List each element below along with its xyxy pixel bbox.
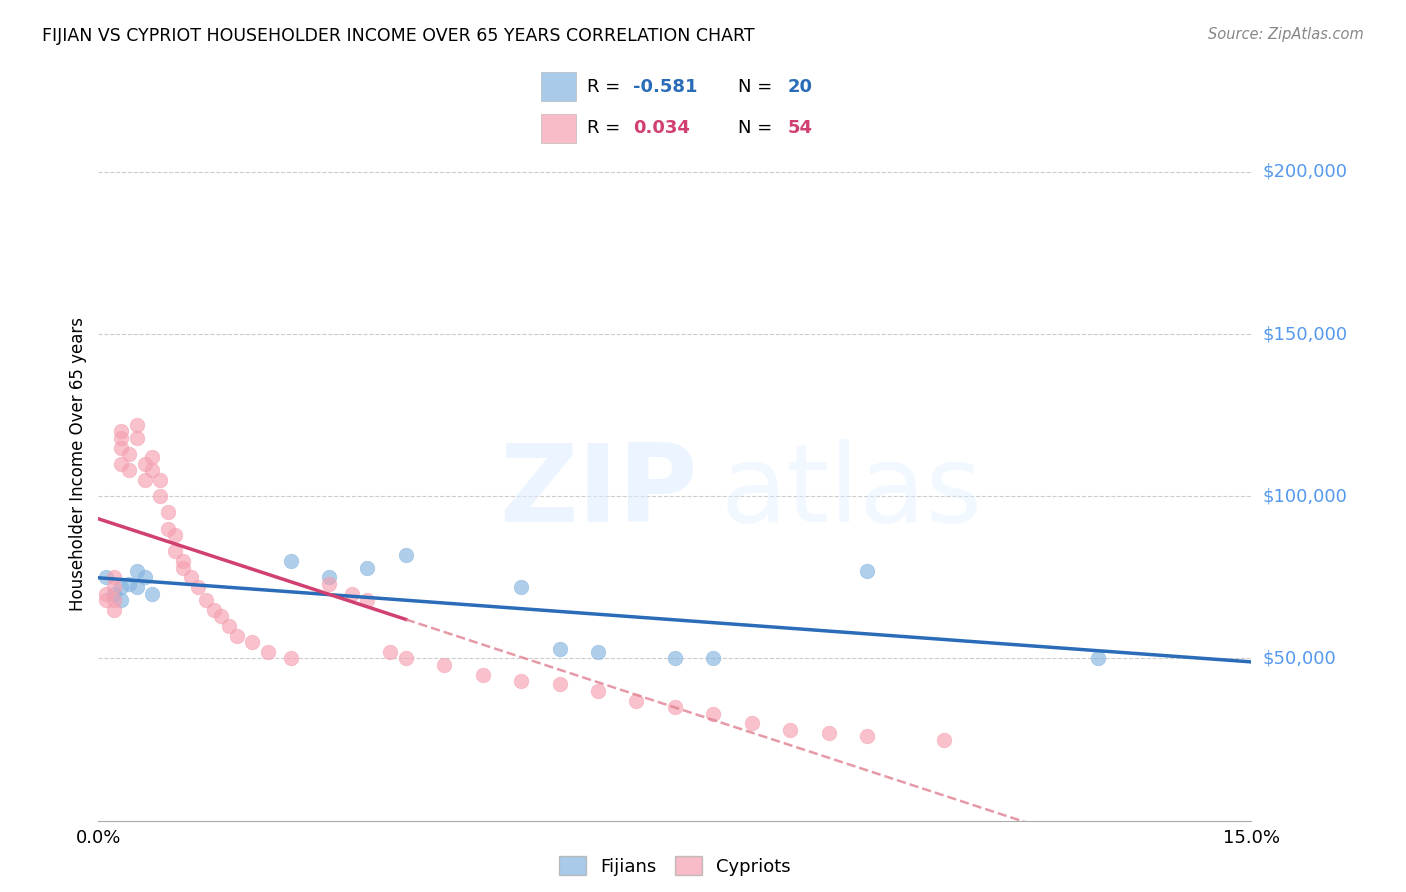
Text: -0.581: -0.581: [633, 78, 697, 95]
Point: [125, 417, 148, 432]
Point: [664, 700, 686, 714]
Text: FIJIAN VS CYPRIOT HOUSEHOLDER INCOME OVER 65 YEARS CORRELATION CHART: FIJIAN VS CYPRIOT HOUSEHOLDER INCOME OVE…: [42, 27, 755, 45]
Point: [94, 570, 117, 584]
Point: [165, 528, 187, 542]
Point: [856, 729, 879, 743]
Point: [165, 544, 187, 558]
Point: [218, 619, 240, 633]
Point: [149, 473, 172, 487]
Point: [510, 674, 533, 689]
Point: [110, 425, 132, 439]
Point: [187, 580, 209, 594]
Text: N =: N =: [738, 120, 778, 137]
Point: [356, 593, 378, 607]
Point: [340, 586, 363, 600]
Text: N =: N =: [738, 78, 778, 95]
Text: $50,000: $50,000: [1263, 649, 1336, 667]
Point: [110, 580, 132, 594]
Point: [779, 723, 801, 737]
Point: [94, 593, 117, 607]
Point: [110, 441, 132, 455]
Bar: [541, 114, 576, 143]
Point: [586, 645, 609, 659]
Text: atlas: atlas: [721, 440, 983, 545]
Point: [256, 645, 278, 659]
Point: [318, 570, 340, 584]
Text: 20: 20: [787, 78, 813, 95]
Point: [510, 580, 533, 594]
Point: [118, 577, 141, 591]
Point: [240, 635, 263, 649]
Point: [103, 603, 125, 617]
Point: [932, 732, 955, 747]
Point: [395, 651, 418, 665]
Point: [149, 489, 172, 503]
Point: [125, 580, 148, 594]
Point: [225, 629, 247, 643]
Text: Source: ZipAtlas.com: Source: ZipAtlas.com: [1208, 27, 1364, 42]
Point: [180, 570, 202, 584]
Point: [395, 548, 418, 562]
Point: [280, 554, 302, 568]
Point: [110, 431, 132, 445]
Point: [172, 554, 194, 568]
Point: [195, 593, 218, 607]
Text: ZIP: ZIP: [499, 440, 697, 545]
Point: [118, 447, 141, 461]
Point: [741, 716, 763, 731]
Point: [356, 560, 378, 574]
Point: [702, 651, 724, 665]
Point: [110, 593, 132, 607]
Point: [103, 586, 125, 600]
Point: [1087, 651, 1109, 665]
Point: [280, 651, 302, 665]
Point: [548, 641, 571, 656]
Point: [318, 577, 340, 591]
Point: [471, 667, 494, 681]
Point: [134, 457, 156, 471]
Point: [817, 726, 839, 740]
Point: [134, 570, 156, 584]
Point: [125, 431, 148, 445]
Point: [118, 463, 141, 477]
Point: [103, 570, 125, 584]
Legend: Fijians, Cypriots: Fijians, Cypriots: [551, 849, 799, 883]
Point: [134, 473, 156, 487]
Y-axis label: Householder Income Over 65 years: Householder Income Over 65 years: [69, 317, 87, 611]
Point: [125, 564, 148, 578]
Point: [380, 645, 402, 659]
Point: [103, 593, 125, 607]
Point: [586, 684, 609, 698]
Point: [433, 657, 456, 672]
Point: [664, 651, 686, 665]
Text: $150,000: $150,000: [1263, 325, 1347, 343]
Point: [548, 677, 571, 691]
Point: [856, 564, 879, 578]
Text: $200,000: $200,000: [1263, 163, 1347, 181]
Point: [156, 506, 179, 520]
Point: [103, 580, 125, 594]
Text: R =: R =: [588, 78, 626, 95]
Text: R =: R =: [588, 120, 626, 137]
Point: [702, 706, 724, 721]
Point: [156, 522, 179, 536]
Point: [110, 457, 132, 471]
Point: [94, 586, 117, 600]
Text: $100,000: $100,000: [1263, 487, 1347, 505]
Text: 0.034: 0.034: [633, 120, 689, 137]
Point: [141, 463, 163, 477]
Point: [141, 586, 163, 600]
Point: [172, 560, 194, 574]
Point: [202, 603, 225, 617]
Point: [626, 693, 648, 707]
Point: [209, 609, 232, 624]
Bar: [541, 72, 576, 101]
Text: 54: 54: [787, 120, 813, 137]
Point: [141, 450, 163, 465]
